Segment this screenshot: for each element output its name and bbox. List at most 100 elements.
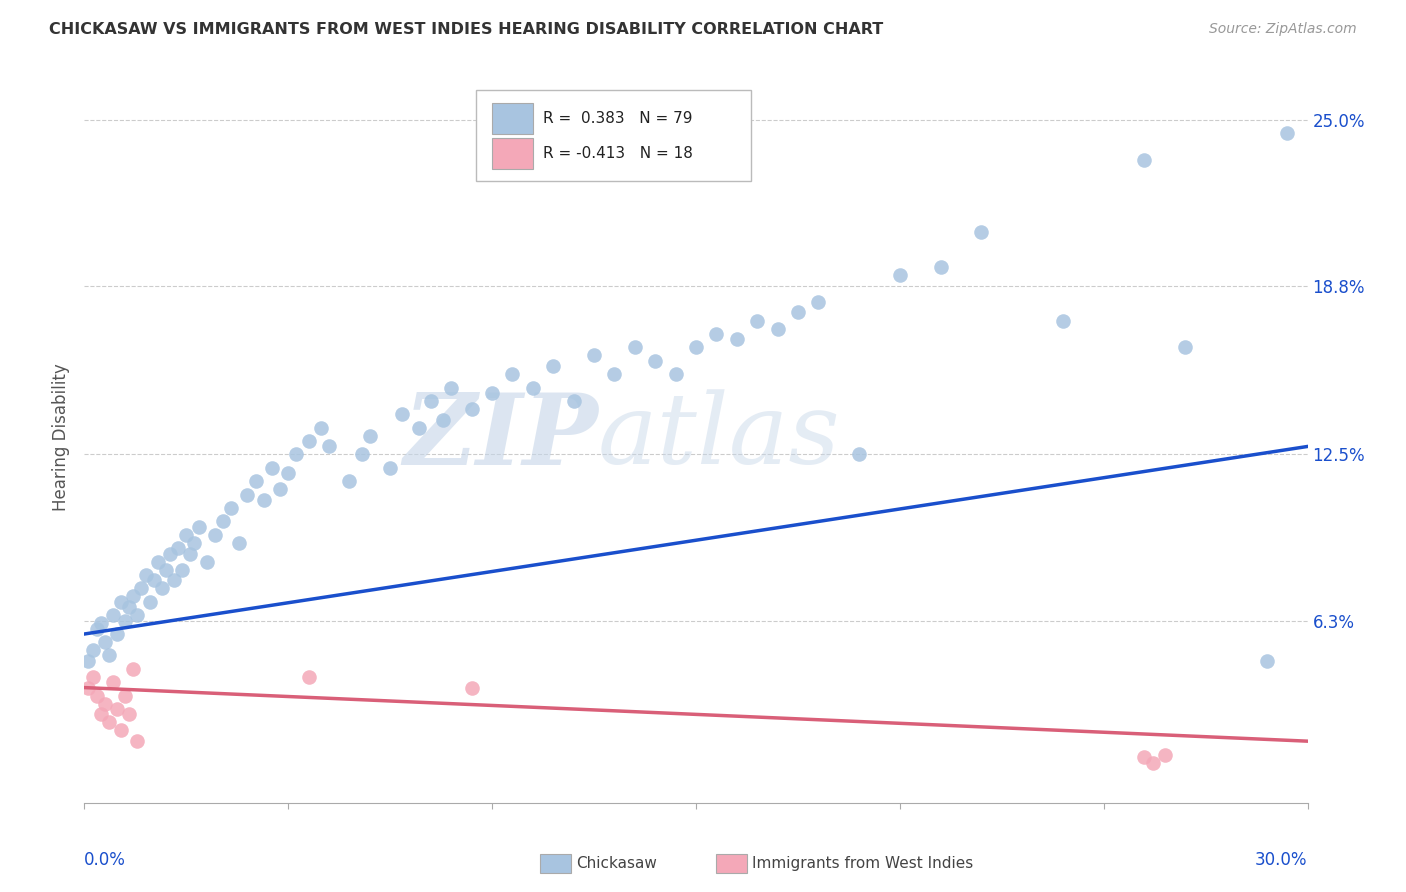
Point [93,697,115,711]
Point [138,595,160,609]
FancyBboxPatch shape [475,90,751,181]
Point [101,675,124,690]
Point [725,332,748,346]
Point [118,600,141,615]
Point [1133,153,1156,167]
Point [253,493,276,508]
Point [583,348,606,362]
Point [440,380,463,394]
Point [562,393,585,408]
Point [502,367,524,381]
Point [685,340,707,354]
Point [142,574,165,588]
Point [163,574,186,588]
Y-axis label: Hearing Disability: Hearing Disability [52,363,70,511]
Point [127,608,149,623]
Point [260,461,283,475]
Text: 30.0%: 30.0% [1256,851,1308,869]
Point [481,385,503,400]
Point [228,536,250,550]
Point [110,595,132,609]
Point [1277,126,1299,140]
Point [298,670,321,684]
Point [298,434,321,449]
Point [219,501,242,516]
Point [318,440,340,454]
Point [105,627,128,641]
Point [114,614,136,628]
Point [461,681,484,695]
Text: ZIP: ZIP [404,389,598,485]
Point [665,367,688,381]
Point [1154,747,1177,762]
Point [522,380,544,394]
Point [82,670,104,684]
Point [420,393,443,408]
Point [706,326,728,341]
Point [787,305,810,319]
Point [93,635,115,649]
Text: CHICKASAW VS IMMIGRANTS FROM WEST INDIES HEARING DISABILITY CORRELATION CHART: CHICKASAW VS IMMIGRANTS FROM WEST INDIES… [49,22,883,37]
Text: Chickasaw: Chickasaw [576,856,658,871]
Point [90,616,112,631]
Point [285,448,308,462]
Text: atlas: atlas [598,390,841,484]
Point [970,225,993,239]
FancyBboxPatch shape [492,138,533,169]
Point [122,662,145,676]
Point [1142,756,1164,770]
Point [807,294,830,309]
Point [155,563,177,577]
FancyBboxPatch shape [492,103,533,134]
Point [408,420,430,434]
Point [350,448,373,462]
Point [889,268,911,282]
Point [432,412,454,426]
Point [86,622,108,636]
Text: Source: ZipAtlas.com: Source: ZipAtlas.com [1209,22,1357,37]
Point [146,555,169,569]
Point [122,590,145,604]
Text: 0.0%: 0.0% [84,851,127,869]
Point [269,483,291,497]
Point [97,648,120,663]
Point [747,313,769,327]
Point [90,707,112,722]
Point [603,367,626,381]
Point [174,528,197,542]
Point [127,734,149,748]
Point [150,582,173,596]
Text: Immigrants from West Indies: Immigrants from West Indies [752,856,973,871]
Point [339,475,361,489]
Point [172,563,194,577]
Point [183,536,205,550]
Point [167,541,190,556]
Point [114,689,136,703]
Point [236,488,259,502]
Point [929,260,952,274]
Point [391,407,413,421]
Point [131,582,153,596]
Point [97,715,120,730]
Point [118,707,141,722]
Point [848,448,870,462]
Point [159,547,181,561]
Text: R = -0.413   N = 18: R = -0.413 N = 18 [543,145,693,161]
Point [1256,654,1278,668]
Point [105,702,128,716]
Point [77,681,100,695]
Point [135,568,157,582]
Point [359,428,381,442]
Point [245,475,267,489]
Point [766,321,789,335]
Point [195,555,218,569]
Point [1133,750,1156,764]
Point [624,340,647,354]
Point [1052,313,1074,327]
Text: R =  0.383   N = 79: R = 0.383 N = 79 [543,111,693,126]
Point [187,520,209,534]
Point [110,723,132,738]
Point [101,608,124,623]
Point [179,547,201,561]
Point [277,467,299,481]
